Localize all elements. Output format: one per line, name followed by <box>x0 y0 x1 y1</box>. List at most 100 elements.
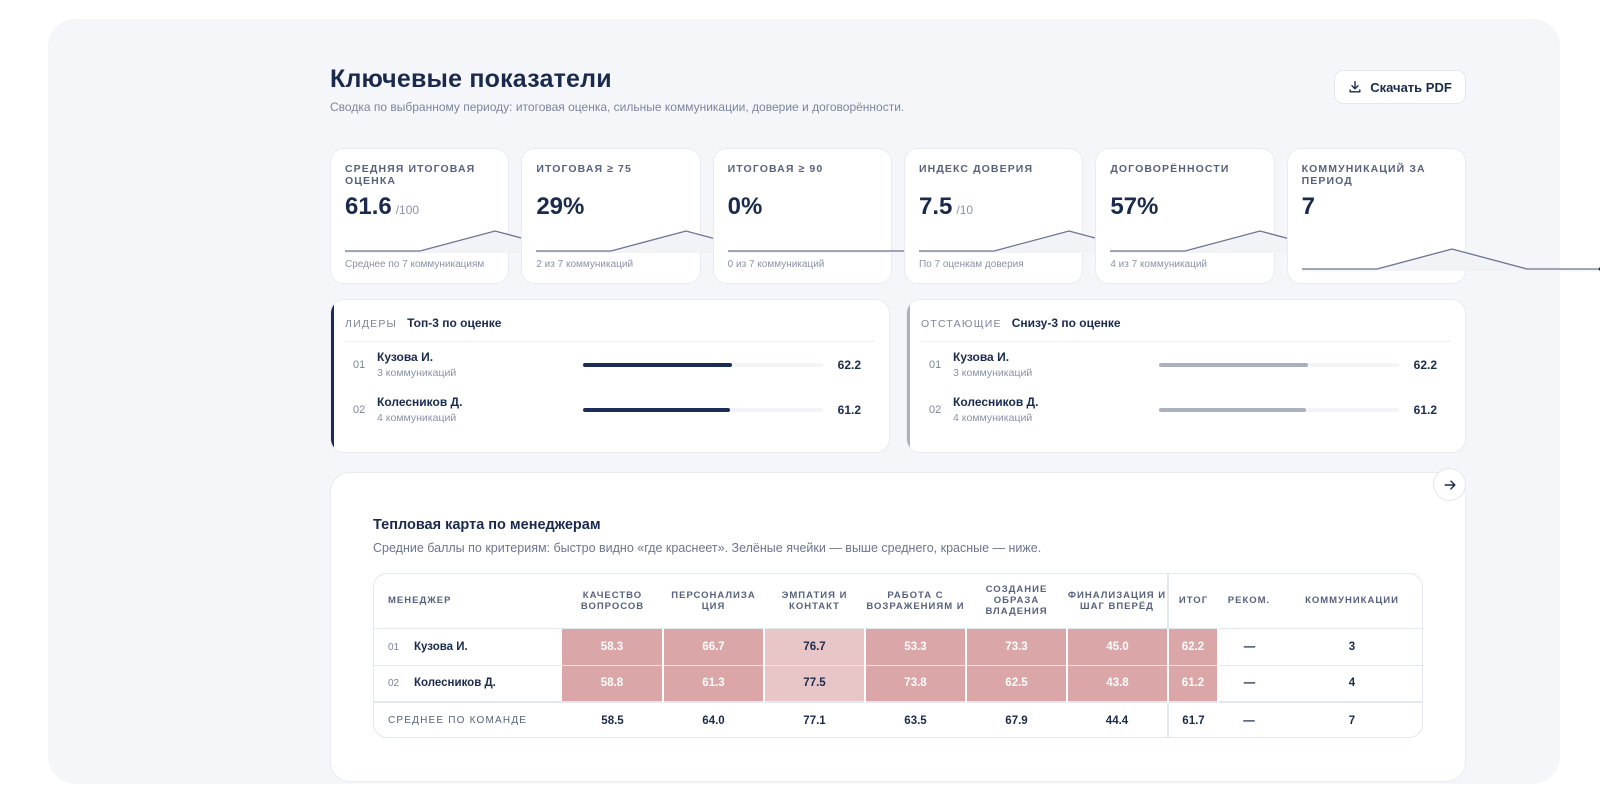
cell-average-communications: 7 <box>1348 714 1356 727</box>
rank-score: 61.2 <box>1413 402 1437 417</box>
cell-total: 62.2 <box>1167 628 1219 666</box>
heatmap-card: Тепловая карта по менеджерам Средние бал… <box>330 468 1466 782</box>
kpi-note: 0 из 7 коммуникаций <box>727 259 825 270</box>
ranking-panels: Лидеры Топ-3 по оценке 01 Кузова И. 3 комм… <box>330 299 1466 453</box>
rank-score-bar <box>583 362 823 367</box>
download-icon <box>1349 81 1361 93</box>
table-row[interactable]: 02 Колесников Д. 58.8 61.3 77.5 73.8 62.5 43.8 6… <box>374 665 1422 703</box>
col-empathy: Эмпатия и контакт <box>764 574 865 629</box>
table-row[interactable]: 01 Кузова И. 58.3 66.7 76.7 53.3 73.3 45.0 62.2—… <box>374 628 1422 666</box>
row-manager-name: Колесников Д. <box>414 677 496 690</box>
cell-objections: 73.8 <box>865 665 967 703</box>
rank-manager-count: 4 коммуникаций <box>953 412 1033 424</box>
kpi-value: 29% <box>536 193 685 221</box>
heatmap-subtitle: Средние баллы по критериям: быстро видно… <box>373 541 1042 555</box>
laggards-item[interactable]: 01 Кузова И. 3 коммуникаций 62.2 <box>921 342 1451 387</box>
kpi-card-score-90: Итоговая ≥ 90 0% 0 из 7 коммуникаций <box>712 148 1028 284</box>
rank-score-bar-fill <box>583 407 730 412</box>
rank-manager: Колесников Д. 4 коммуникаций <box>953 395 1159 424</box>
cell-average-finalization: 44.4 <box>1105 714 1129 727</box>
download-pdf-label: Скачать PDF <box>1370 79 1452 95</box>
kpi-label: Коммуникаций за период <box>1301 163 1426 187</box>
sparkline-area <box>1110 231 1411 253</box>
kpi-value: 0% <box>728 193 877 221</box>
cell-average-ownership-image: 67.9 <box>1005 714 1028 727</box>
next-arrow-button[interactable] <box>1433 468 1466 501</box>
sparkline-area <box>1301 249 1600 271</box>
cell-empathy: 76.7 <box>764 628 866 666</box>
cell-average-label: Среднее по команде <box>388 715 528 726</box>
rank-score: 61.2 <box>837 402 861 417</box>
sparkline-area <box>536 231 837 253</box>
rank-number: 02 <box>929 403 942 416</box>
cell-recommendation: — <box>1218 665 1280 703</box>
download-pdf-button[interactable]: Скачать PDF <box>1334 70 1466 104</box>
kpi-card-agreements: Договорённости 57% 4 из 7 коммуникаций <box>1095 148 1411 284</box>
kpi-card-communications: Коммуникаций за период 7 <box>1286 148 1600 284</box>
rank-manager: Кузова И. 3 коммуникаций <box>377 350 583 379</box>
leaders-item[interactable]: 02 Колесников Д. 4 коммуникаций 61.2 <box>345 387 875 432</box>
kpi-card-avg-score: Средняя итоговая оценка 61.6/100 Среднее п… <box>330 148 645 284</box>
leaders-item[interactable]: 01 Кузова И. 3 коммуникаций 62.2 <box>345 342 875 387</box>
cell-personalization: 61.3 <box>663 665 765 703</box>
laggards-item[interactable]: 02 Колесников Д. 4 коммуникаций 61.2 <box>921 387 1451 432</box>
rank-score: 62.2 <box>1413 357 1437 372</box>
sparkline-line <box>1301 248 1600 270</box>
cell-finalization: 43.8 <box>1067 665 1169 703</box>
kpi-sparkline <box>1301 248 1600 271</box>
rank-manager-count: 3 коммуникаций <box>953 367 1033 379</box>
kpi-label: Индекс доверия <box>918 163 1034 175</box>
rank-score-bar <box>583 407 823 412</box>
col-ownership-image: Создание образа владения <box>966 574 1067 629</box>
kpi-number: 61.6 <box>345 193 392 220</box>
cell-average-personalization: 64.0 <box>702 714 725 727</box>
cell-average-question-quality: 58.5 <box>601 714 624 727</box>
leaders-card: Лидеры Топ-3 по оценке 01 Кузова И. 3 комм… <box>330 299 890 453</box>
leaders-header: Лидеры Топ-3 по оценке <box>345 316 875 342</box>
kpi-value: 7.5/10 <box>919 193 1068 221</box>
laggards-kicker: Отстающие <box>921 318 1002 330</box>
heatmap-title: Тепловая карта по менеджерам <box>373 517 601 533</box>
cell-communications: 4 <box>1280 665 1422 703</box>
page-title: Ключевые показатели <box>330 65 612 93</box>
sparkline-area <box>345 231 645 253</box>
kpi-number: 0% <box>727 193 763 220</box>
heatmap-header-row: Менеджер Качество вопросов Персонализа ц… <box>374 574 1422 629</box>
cell-empathy: 77.5 <box>764 665 866 703</box>
kpi-number: 57% <box>1110 193 1159 220</box>
dashboard-frame: Ключевые показатели Сводка по выбранному… <box>48 19 1600 784</box>
row-manager-name: Кузова И. <box>414 640 468 653</box>
laggards-title: Снизу-3 по оценке <box>1011 316 1121 330</box>
cell-manager: 02 Колесников Д. <box>374 665 562 703</box>
kpi-card-trust-index: Индекс доверия 7.5/10 По 7 оценкам доверия <box>903 148 1219 284</box>
rank-manager-name: Колесников Д. <box>377 395 463 409</box>
cell-finalization: 45.0 <box>1067 628 1169 666</box>
table-average-row: Среднее по команде 58.5 64.0 77.1 63.5 67.9 44… <box>374 702 1422 737</box>
rank-manager-count: 4 коммуникаций <box>377 412 457 424</box>
cell-average-recommendation: — <box>1243 714 1255 727</box>
rank-manager-count: 3 коммуникаций <box>377 367 457 379</box>
laggards-card: Отстающие Снизу-3 по оценке 01 Кузова И. 3… <box>906 299 1466 453</box>
laggards-header: Отстающие Снизу-3 по оценке <box>921 316 1451 342</box>
col-question-quality: Качество вопросов <box>562 574 663 629</box>
col-total: Итог <box>1167 574 1218 629</box>
leaders-kicker: Лидеры <box>345 318 398 330</box>
rank-number: 01 <box>929 358 942 371</box>
cell-average-empathy: 77.1 <box>803 714 826 727</box>
col-communications: Коммуникации <box>1280 574 1422 629</box>
kpi-note: 4 из 7 коммуникаций <box>1110 259 1208 270</box>
kpi-label: Итоговая ≥ 75 <box>536 163 632 175</box>
page-subtitle: Сводка по выбранному периоду: итоговая о… <box>330 100 905 114</box>
rank-manager: Колесников Д. 4 коммуникаций <box>377 395 583 424</box>
heatmap-body: 01 Кузова И. 58.3 66.7 76.7 53.3 73.3 45.0 62.2—… <box>374 628 1422 737</box>
rank-number: 01 <box>353 358 366 371</box>
kpi-number: 7.5 <box>918 193 953 220</box>
kpi-cards: Средняя итоговая оценка 61.6/100 Среднее п… <box>330 148 1600 284</box>
arrow-right-icon <box>1443 479 1456 490</box>
col-finalization: Финализация и шаг вперёд <box>1067 574 1168 629</box>
rank-score-bar-fill <box>1159 407 1306 412</box>
row-number: 01 <box>388 641 400 653</box>
kpi-value: 61.6/100 <box>345 193 494 221</box>
kpi-value: 7 <box>1302 193 1451 221</box>
kpi-note: Среднее по 7 коммуникациям <box>345 259 485 270</box>
